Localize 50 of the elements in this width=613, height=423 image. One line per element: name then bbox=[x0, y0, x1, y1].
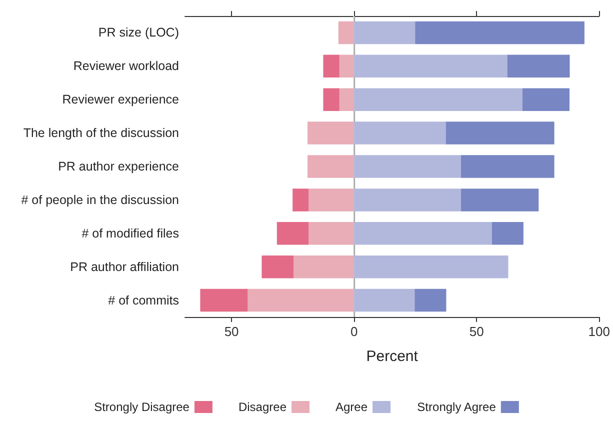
bar bbox=[414, 288, 446, 312]
y-tick-label: PR size (LOC) bbox=[98, 26, 179, 40]
bar bbox=[248, 288, 354, 312]
bar bbox=[460, 188, 539, 212]
bar bbox=[339, 88, 354, 111]
bar bbox=[276, 222, 309, 245]
bar bbox=[354, 222, 492, 245]
bar bbox=[354, 21, 416, 44]
y-tick-label: Reviewer experience bbox=[62, 92, 180, 107]
bar bbox=[446, 122, 554, 144]
bar bbox=[507, 54, 570, 78]
y-tick-label: # of commits bbox=[108, 293, 179, 308]
y-tick-label: # of people in the discussion bbox=[21, 192, 180, 207]
bar bbox=[415, 21, 584, 44]
x-axis-title: Percent bbox=[366, 348, 419, 365]
x-tick-label: 100 bbox=[588, 324, 610, 339]
bar bbox=[292, 188, 309, 212]
bar bbox=[354, 54, 508, 78]
bar bbox=[200, 288, 248, 312]
bar bbox=[492, 222, 524, 245]
bar bbox=[308, 188, 354, 212]
bar bbox=[354, 122, 446, 144]
bar bbox=[294, 255, 354, 278]
legend-label: Disagree bbox=[238, 400, 287, 414]
bar bbox=[339, 54, 354, 78]
y-tick-label: Reviewer workload bbox=[73, 59, 180, 74]
bar bbox=[460, 155, 554, 178]
bar bbox=[262, 255, 294, 278]
bar bbox=[308, 155, 354, 178]
legend-label: Strongly Agree bbox=[417, 400, 496, 414]
bar bbox=[308, 222, 354, 245]
legend-label: Agree bbox=[335, 400, 368, 414]
legend-label: Strongly Disagree bbox=[94, 400, 190, 414]
bar bbox=[354, 88, 522, 111]
y-tick-label: PR author affiliation bbox=[70, 260, 180, 274]
bar bbox=[338, 21, 354, 44]
bar bbox=[522, 88, 570, 111]
bar bbox=[354, 155, 461, 178]
bar bbox=[308, 122, 354, 144]
x-tick-label: 50 bbox=[469, 324, 484, 339]
bar bbox=[323, 88, 340, 111]
bar bbox=[354, 188, 461, 212]
bar bbox=[354, 288, 415, 312]
y-tick-label: The length of the discussion bbox=[23, 126, 180, 140]
y-tick-label: # of modified files bbox=[82, 226, 179, 240]
bar bbox=[354, 255, 508, 278]
x-tick-label: 0 bbox=[350, 324, 358, 339]
y-tick-label: PR author experience bbox=[58, 160, 180, 174]
x-tick-label: 50 bbox=[224, 324, 239, 339]
bar bbox=[323, 54, 340, 78]
